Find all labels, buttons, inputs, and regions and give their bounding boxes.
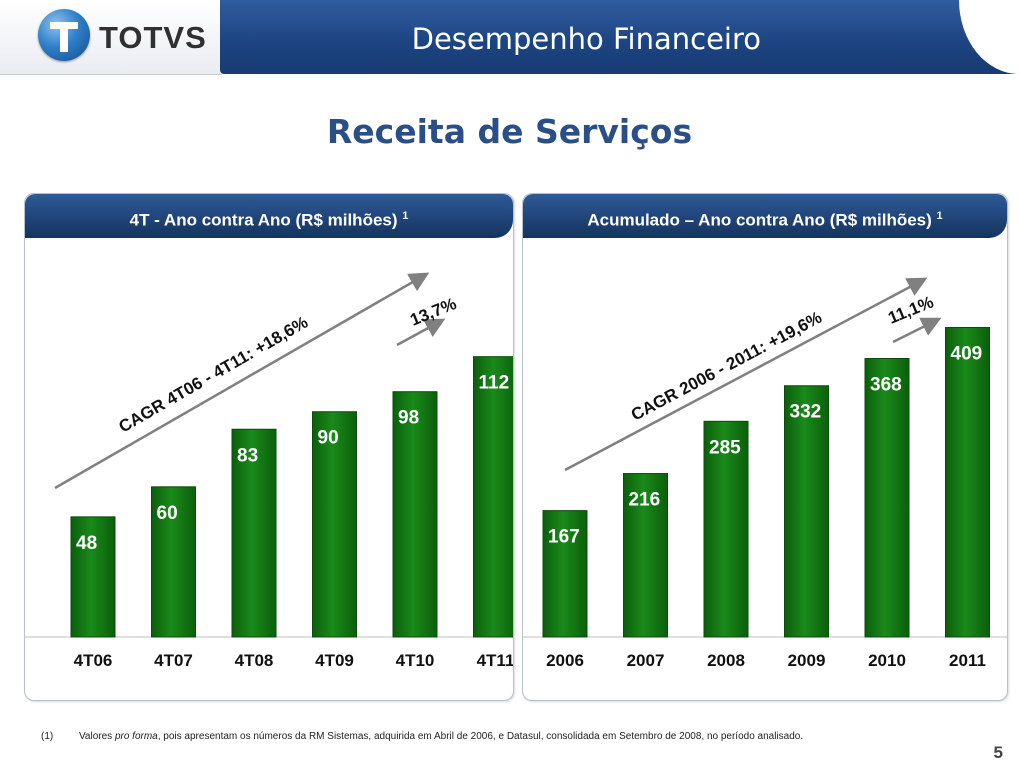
growth-annotation: 11,1%	[885, 292, 936, 327]
bar-2007	[623, 473, 668, 638]
slide-header: TOTVS Desempenho Financeiro	[0, 0, 1019, 75]
bar-4T10	[392, 391, 438, 638]
data-label-2009: 332	[790, 402, 822, 423]
footnote-ref-quarterly: 1	[402, 210, 409, 222]
page-title: Desempenho Financeiro	[411, 22, 761, 56]
bar-2011	[945, 326, 990, 638]
tick-label-2007: 2007	[627, 651, 665, 670]
tick-label-2010: 2010	[868, 651, 906, 670]
page-number: 5	[993, 743, 1003, 762]
title-bar: Desempenho Financeiro	[220, 0, 1019, 74]
data-label-4T09: 90	[318, 428, 339, 449]
bar-4T06	[70, 516, 116, 638]
growth-arrow	[892, 317, 942, 344]
chart-quarterly: 48 4T06 60 4T07 83 4T08 90 4T09 98 4T10 112 4T11 CAG…	[25, 272, 513, 670]
tick-label-4T09: 4T09	[315, 651, 354, 670]
panel-header-accumulated: Acumulado – Ano contra Ano (R$ milhões) …	[523, 194, 1007, 238]
data-label-4T11: 112	[479, 373, 510, 394]
bar-4T07	[151, 486, 196, 638]
cagr-annotation: CAGR 4T06 - 4T11: +18,6%	[116, 313, 312, 437]
tick-label-4T08: 4T08	[235, 651, 274, 670]
totvs-globe-icon	[38, 9, 90, 61]
panel-title-accumulated: Acumulado – Ano contra Ano (R$ milhões)	[587, 210, 932, 230]
growth-arrow	[396, 318, 446, 347]
bar-2006	[542, 510, 588, 638]
header-curve-decoration	[959, 0, 1019, 74]
tick-label-4T11: 4T11	[477, 651, 513, 670]
slide-subtitle: Receita de Serviços	[326, 112, 693, 151]
data-label-2008: 285	[709, 437, 741, 458]
bar-2009	[784, 385, 829, 638]
panel-accumulated: Acumulado – Ano contra Ano (R$ milhões) …	[522, 193, 1008, 701]
footnote-text-pre: Valores	[79, 731, 115, 742]
tick-label-2006: 2006	[546, 651, 584, 670]
bar-2010	[864, 357, 910, 638]
bar-2008	[703, 420, 749, 638]
logo-area: TOTVS	[0, 0, 222, 75]
data-label-4T06: 48	[76, 533, 97, 554]
tick-label-2011: 2011	[949, 651, 986, 670]
bar-4T09	[312, 411, 357, 638]
cagr-arrow	[564, 277, 928, 472]
data-label-4T07: 60	[157, 503, 178, 524]
footnote: (1) Valores pro forma, pois apresentam os…	[41, 731, 803, 742]
footnote-text-post: , pois apresentam os números da RM Siste…	[157, 731, 804, 742]
brand-logo-text: TOTVS	[99, 20, 207, 55]
tick-label-2009: 2009	[788, 651, 826, 670]
data-label-2011: 409	[951, 343, 983, 364]
tick-label-4T10: 4T10	[396, 651, 435, 670]
data-label-2007: 216	[629, 490, 661, 511]
data-label-4T08: 83	[237, 445, 258, 466]
tick-label-4T07: 4T07	[154, 651, 193, 670]
panel-header-quarterly: 4T - Ano contra Ano (R$ milhões) 1	[25, 194, 513, 238]
panel-quarterly: 4T - Ano contra Ano (R$ milhões) 1 48 4T0…	[24, 193, 514, 701]
tick-label-4T06: 4T06	[74, 651, 113, 670]
data-label-4T10: 98	[398, 408, 419, 429]
footnote-number: (1)	[41, 731, 54, 742]
bar-4T11	[473, 356, 513, 638]
footnote-ref-accumulated: 1	[936, 210, 943, 222]
footnote-text-italic: pro forma	[114, 731, 158, 742]
data-label-2006: 167	[548, 527, 580, 548]
chart-accumulated: 167 2006 216 2007 285 2008 332 2009 368 2010 409 20…	[523, 277, 1007, 670]
panel-title-quarterly: 4T - Ano contra Ano (R$ milhões)	[129, 210, 398, 230]
tick-label-2008: 2008	[707, 651, 745, 670]
cagr-arrow	[54, 272, 430, 490]
bar-4T08	[231, 428, 277, 638]
data-label-2010: 368	[870, 374, 902, 395]
